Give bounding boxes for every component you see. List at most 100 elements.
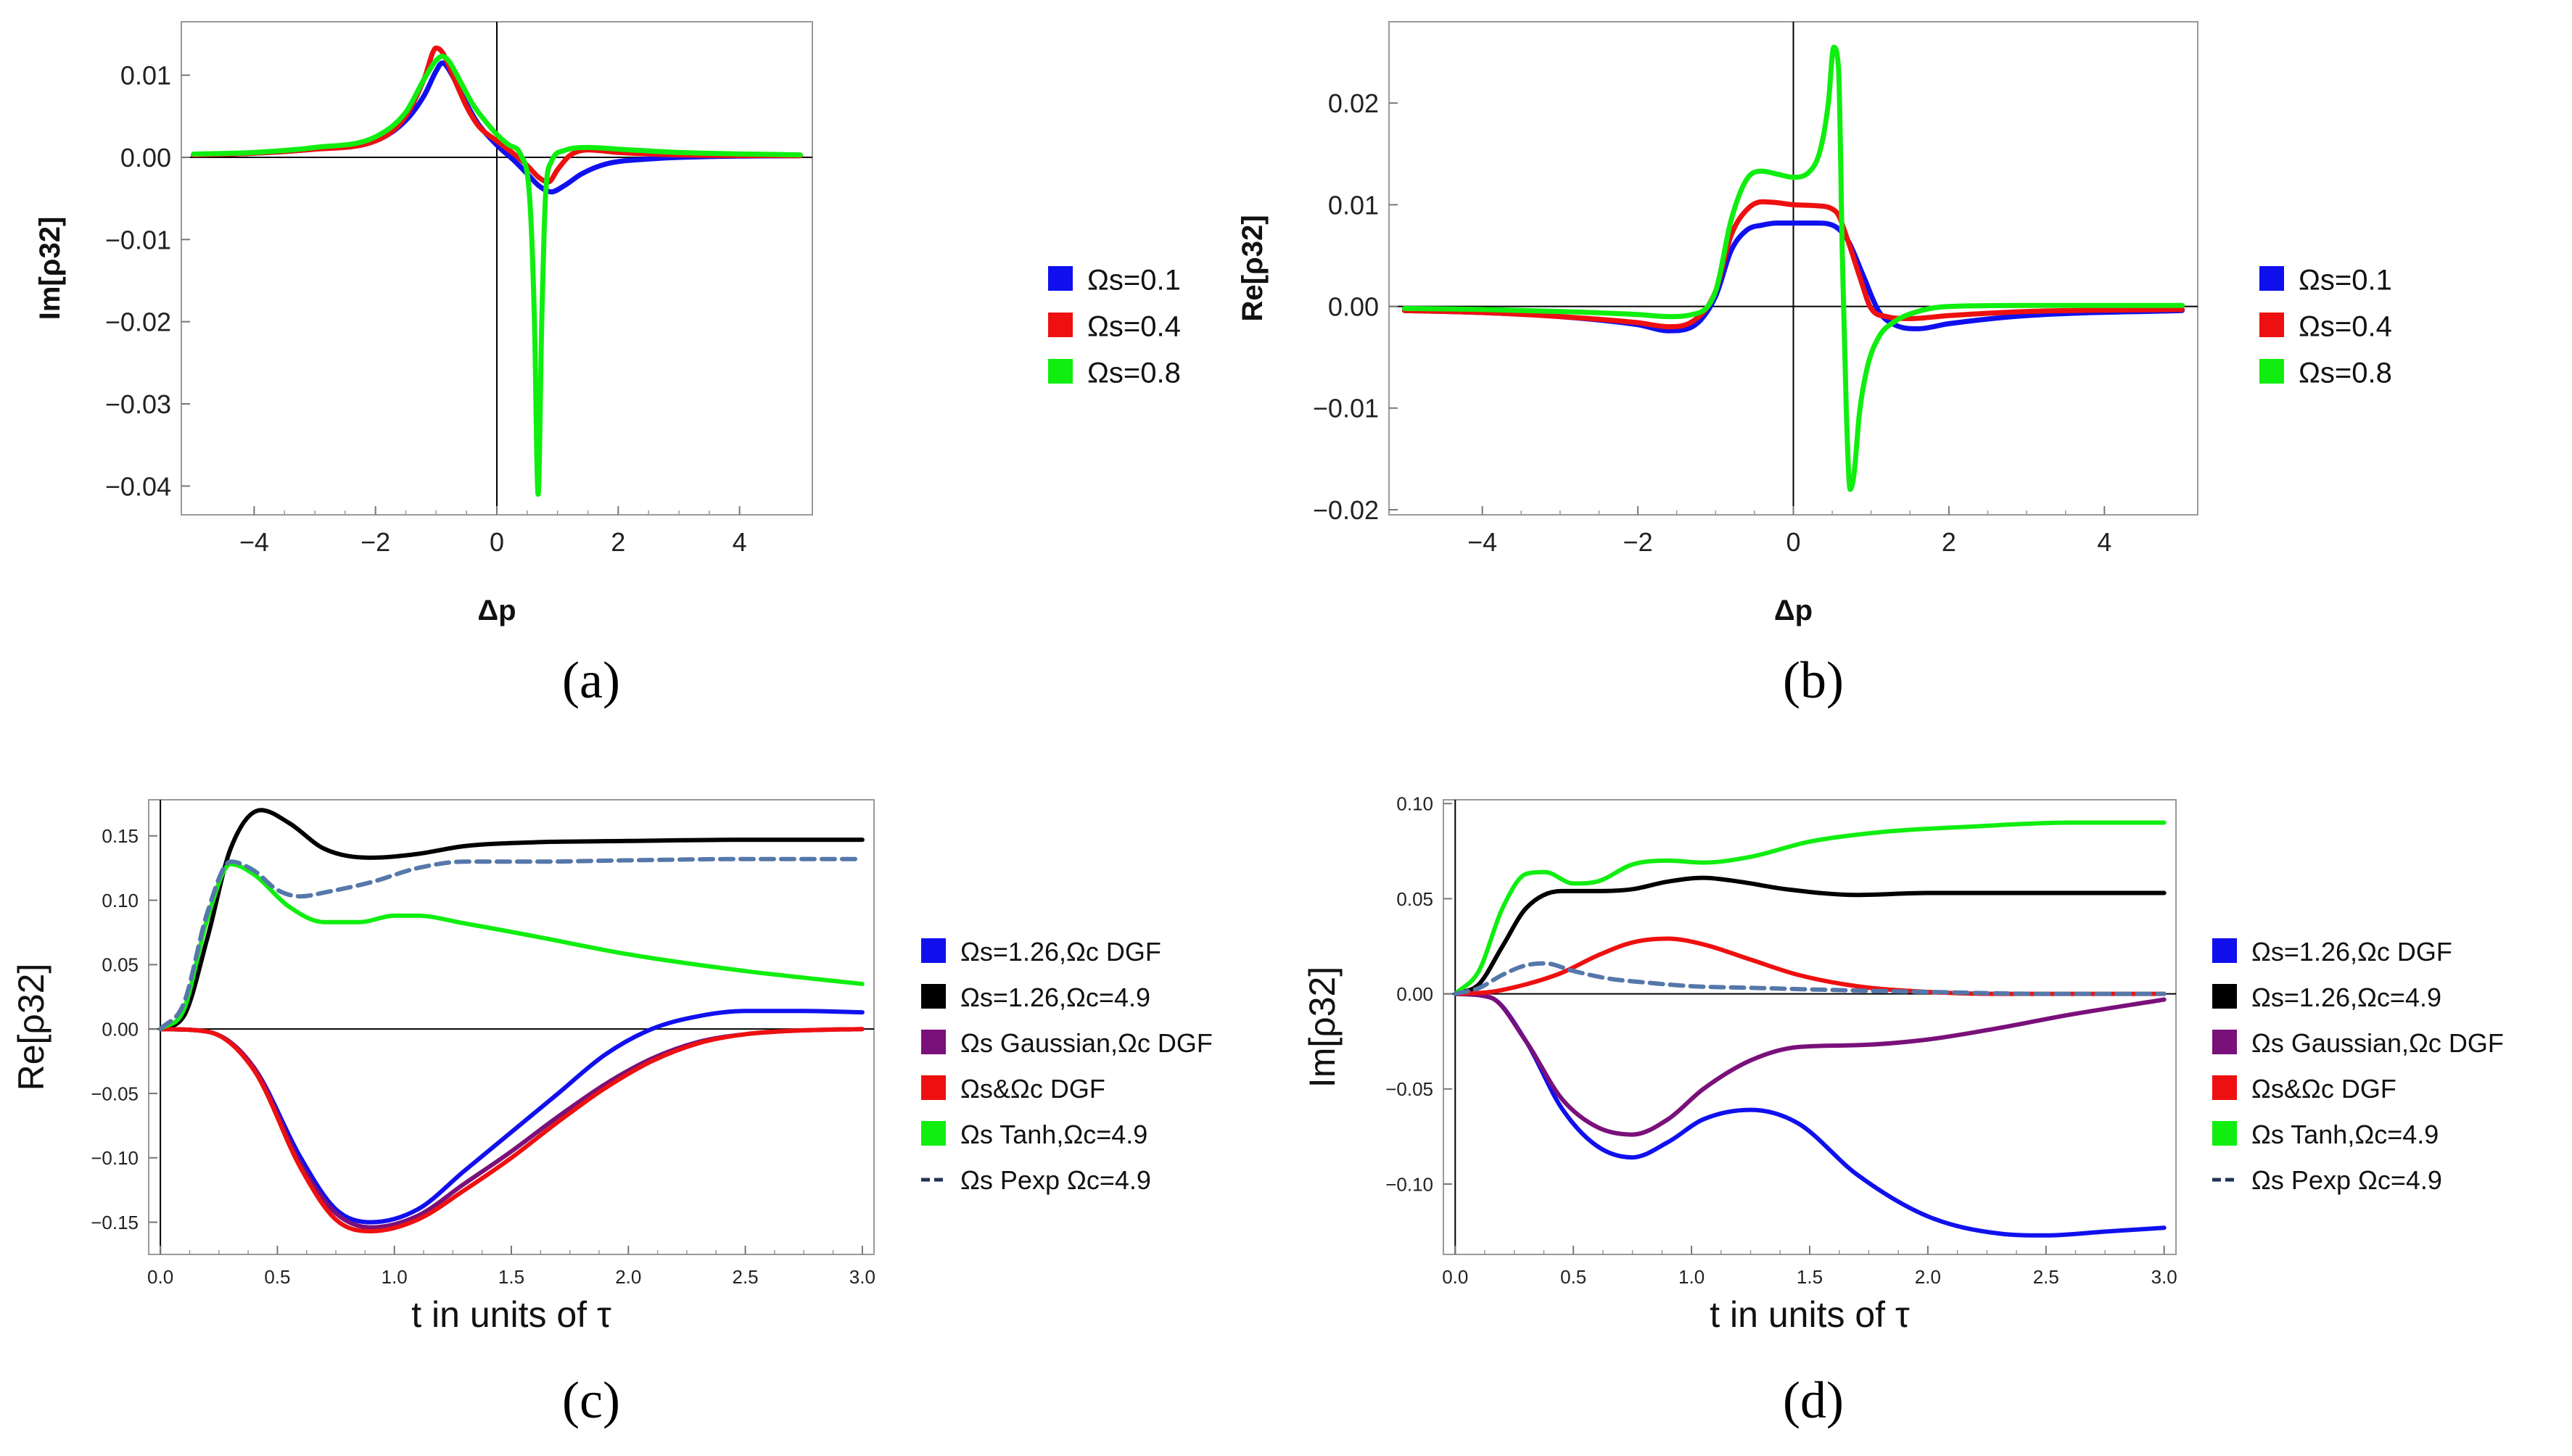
y-tick-label: −0.03	[105, 389, 171, 419]
legend-swatch	[921, 1030, 946, 1054]
y-tick-label: 0.00	[1328, 292, 1379, 322]
legend-swatch	[921, 984, 946, 1009]
x-tick-label: 2.5	[733, 1266, 759, 1288]
series-line-5	[1453, 820, 2167, 996]
x-tick-label: −4	[1467, 527, 1497, 557]
legend-swatch	[2259, 359, 2284, 384]
x-tick-label: −2	[1623, 527, 1653, 557]
legend-label: Ωs=0.8	[1087, 357, 1181, 389]
legend-label: Ωs&Ωc DGF	[960, 1074, 1105, 1104]
x-tick-label: 2	[611, 527, 625, 557]
y-tick-label: 0.00	[1396, 983, 1433, 1005]
y-tick-label: 0.05	[102, 954, 139, 976]
x-tick-label: 4	[733, 527, 747, 557]
x-axis-label: t in units of τ	[411, 1294, 611, 1335]
legend-swatch	[2212, 1121, 2237, 1146]
legend-label: Ωs Tanh,Ωc=4.9	[2251, 1120, 2439, 1149]
x-tick-label: 4	[2097, 527, 2111, 557]
panel-a: −4 −2 0 2 4 0.01 0.00 −0.01 −0.02 −0.03 −0.04 Δp Im[…	[34, 21, 1181, 709]
y-tick-label: 0.01	[1328, 190, 1379, 220]
y-tick-label: 0.00	[102, 1019, 139, 1041]
x-tick-label: 2.5	[2033, 1266, 2059, 1288]
panel-caption: (d)	[1783, 1371, 1844, 1429]
y-axis-label: Im[ρ32]	[1302, 967, 1343, 1088]
x-tick-label: 1.0	[1678, 1266, 1705, 1288]
y-tick-label: 0.00	[120, 143, 171, 173]
x-tick-label: 2	[1942, 527, 1956, 557]
x-tick-label: 1.5	[498, 1266, 524, 1288]
y-tick-label: 0.10	[102, 890, 139, 911]
legend-label: Ωs=1.26,Ωc=4.9	[2251, 983, 2441, 1012]
legend-label: Ωs Pexp Ωc=4.9	[2251, 1165, 2442, 1195]
y-tick-label: −0.10	[1385, 1173, 1433, 1195]
y-axis-label: Im[ρ32]	[34, 217, 66, 320]
legend-label: Ωs=0.1	[2299, 264, 2392, 296]
x-tick-label: 1.0	[382, 1266, 408, 1288]
y-tick-label: 0.01	[120, 61, 171, 91]
x-tick-label: −4	[239, 527, 269, 557]
series-line-2	[1401, 199, 2185, 330]
x-tick-label: −2	[360, 527, 390, 557]
legend-label: Ωs Gaussian,Ωc DGF	[960, 1028, 1213, 1058]
y-tick-label: −0.05	[1385, 1078, 1433, 1100]
y-axis-label: Re[ρ32]	[11, 964, 51, 1091]
panel-c: 0.0 0.5 1.0 1.5 2.0 2.5 3.0 0.15 0.10 0.05 0.00 −0.…	[11, 799, 1213, 1429]
y-tick-label: −0.02	[105, 307, 171, 337]
series-line-6	[1453, 961, 2167, 996]
legend-swatch	[2259, 313, 2284, 337]
x-tick-label: 0.0	[147, 1266, 173, 1288]
x-axis-label: Δp	[1774, 595, 1813, 626]
y-tick-label: −0.05	[91, 1083, 139, 1104]
x-tick-label: 3.0	[2151, 1266, 2177, 1288]
legend-swatch	[921, 1121, 946, 1146]
panel-caption: (a)	[562, 651, 620, 709]
panel-d: 0.0 0.5 1.0 1.5 2.0 2.5 3.0 0.10 0.05 0.00 −0.05 −0…	[1302, 793, 2504, 1429]
legend-label: Ωs=0.1	[1087, 264, 1181, 296]
legend-swatch	[2212, 984, 2237, 1009]
x-tick-label: 3.0	[849, 1266, 875, 1288]
x-tick-label: 2.0	[1915, 1266, 1941, 1288]
legend-label: Ωs=0.4	[1087, 310, 1181, 342]
legend-swatch	[921, 1075, 946, 1100]
panel-b: −4 −2 0 2 4 0.02 0.01 0.00 −0.01 −0.02 Δp Re[ρ32] Ωs…	[1237, 21, 2392, 709]
y-tick-label: 0.02	[1328, 88, 1379, 118]
legend-label: Ωs=0.8	[2299, 357, 2392, 389]
x-tick-label: 0.5	[264, 1266, 290, 1288]
y-tick-label: 0.15	[102, 825, 139, 847]
y-tick-label: 0.05	[1396, 888, 1433, 910]
legend-swatch	[2212, 1030, 2237, 1054]
series-line-5	[158, 861, 865, 1032]
series-line-6	[158, 856, 865, 1032]
series-line-2	[1453, 875, 2167, 996]
legend-label: Ωs Gaussian,Ωc DGF	[2251, 1028, 2504, 1058]
x-axis-label: Δp	[477, 595, 516, 626]
y-axis-label: Re[ρ32]	[1237, 215, 1269, 321]
plot-frame	[1443, 799, 2177, 1255]
legend-label: Ωs Tanh,Ωc=4.9	[960, 1120, 1147, 1149]
legend-label: Ωs Pexp Ωc=4.9	[960, 1165, 1151, 1195]
series-line-1	[158, 1009, 865, 1225]
x-tick-label: 2.0	[615, 1266, 641, 1288]
legend-swatch	[1048, 359, 1073, 384]
legend-swatch	[921, 938, 946, 963]
y-tick-label: −0.15	[91, 1212, 139, 1233]
series-line-3	[1453, 991, 2167, 1137]
y-tick-label: −0.02	[1313, 495, 1379, 525]
x-tick-label: 1.5	[1797, 1266, 1823, 1288]
legend-label: Ωs=0.4	[2299, 310, 2392, 342]
plot-frame	[148, 799, 875, 1255]
legend-swatch	[2259, 266, 2284, 291]
legend-label: Ωs&Ωc DGF	[2251, 1074, 2396, 1104]
legend-label: Ωs=1.26,Ωc DGF	[2251, 937, 2452, 967]
legend-swatch	[1048, 266, 1073, 291]
legend-swatch	[2212, 938, 2237, 963]
legend-label: Ωs=1.26,Ωc=4.9	[960, 983, 1150, 1012]
y-tick-label: −0.10	[91, 1147, 139, 1169]
legend-swatch	[1048, 313, 1073, 337]
series-line-3	[1401, 44, 2185, 492]
y-tick-label: 0.10	[1396, 793, 1433, 815]
y-tick-label: −0.01	[105, 225, 171, 255]
series-line-4	[158, 1027, 865, 1233]
x-tick-label: 0	[1786, 527, 1800, 557]
